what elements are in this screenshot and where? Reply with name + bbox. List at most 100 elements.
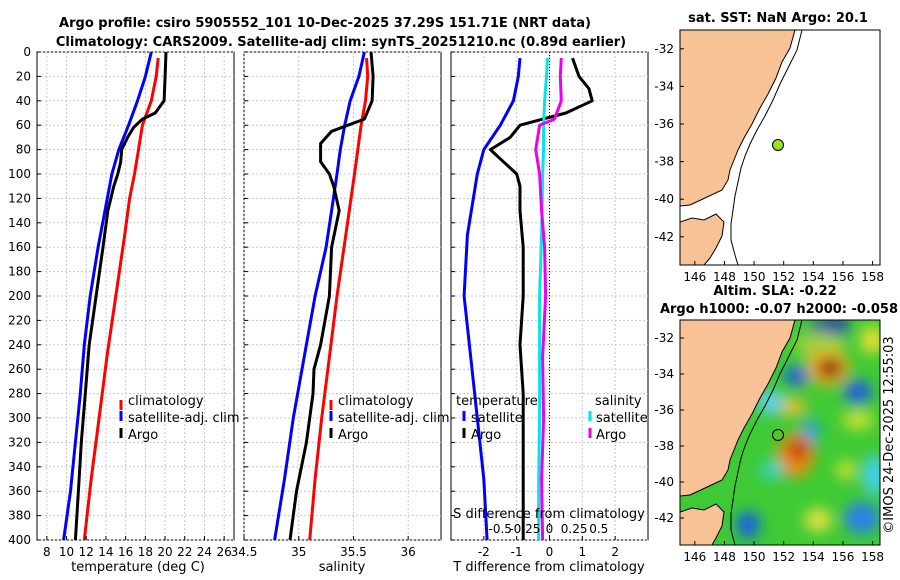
sla-field <box>736 320 880 539</box>
depth-tick-label: 360 <box>8 484 31 498</box>
x-tick-label: 34.5 <box>231 545 258 559</box>
lat-tick-label: -34 <box>654 79 674 93</box>
legend-label-t-satellite: satellite <box>471 411 523 426</box>
depth-tick-label: 80 <box>16 143 31 157</box>
lon-tick-label: 156 <box>832 550 855 564</box>
lat-tick-label: -42 <box>654 511 674 525</box>
lon-tick-label: 150 <box>743 550 766 564</box>
depth-tick-label: 20 <box>16 69 31 83</box>
depth-tick-label: 140 <box>8 216 31 230</box>
lat-tick-label: -38 <box>654 439 674 453</box>
depth-tick-label: 0 <box>23 45 31 59</box>
lon-tick-label: 146 <box>683 550 706 564</box>
lat-tick-label: -42 <box>654 230 674 244</box>
depth-tick-label: 40 <box>16 94 31 108</box>
x-tick-label: -2 <box>478 545 490 559</box>
depth-tick-label: 100 <box>8 167 31 181</box>
legend-title-salinity: salinity <box>595 394 642 409</box>
depth-tick-label: 260 <box>8 362 31 376</box>
mainland-australia <box>680 30 796 207</box>
legend-label-s-argo: Argo <box>596 428 626 443</box>
salinity-xlabel: salinity <box>319 560 366 575</box>
series-line-satellite-adj-clim <box>273 51 366 541</box>
depth-tick-label: 180 <box>8 265 31 279</box>
lat-tick-label: -36 <box>654 403 674 417</box>
t-difference-xlabel: T difference from climatology <box>452 560 645 575</box>
x-tick-label: 10 <box>59 545 74 559</box>
legend-title-temperature: temperature <box>456 394 538 409</box>
salinity-lines <box>273 51 375 541</box>
series-line-climatology <box>308 58 370 541</box>
depth-tick-label: 340 <box>8 460 31 474</box>
temperature-lines <box>62 51 168 541</box>
s-difference-xlabel: S difference from climatology <box>453 507 645 522</box>
sst-map-ticks: 146 148 150 152 154 156 158 -32 -34 -36 -38 -40 -42 <box>654 42 884 284</box>
x-tick-label: 20 <box>157 545 172 559</box>
legend-label-argo: Argo <box>128 428 158 443</box>
figure-title-line1: Argo profile: csiro 5905552_101 10-Dec-2… <box>59 16 591 31</box>
depth-tick-label: 320 <box>8 435 31 449</box>
x-tick-label: 24 <box>197 545 212 559</box>
s-diff-tick-label: -0.5 <box>489 522 512 536</box>
imos-credit: ©IMOS 24-Dec-2025 12:55:03 <box>882 336 897 533</box>
lat-tick-label: -40 <box>654 475 674 489</box>
sst-map-panel: sat. SST: NaN Argo: 20.1 146 148 150 152 154… <box>654 11 884 284</box>
lon-tick-label: 146 <box>683 270 706 284</box>
x-tick-label: 1 <box>579 545 587 559</box>
sst-map-frame <box>679 29 881 266</box>
lat-tick-label: -40 <box>654 192 674 206</box>
temperature-panel: 8 10 12 14 16 18 20 22 24 26 0 20 40 60 80 100 120 140 16… <box>8 45 240 575</box>
legend-label-satellite: satellite-adj. clim <box>338 411 450 426</box>
lat-tick-label: -32 <box>654 42 674 56</box>
depth-tick-label: 280 <box>8 387 31 401</box>
difference-lines <box>462 57 594 541</box>
x-tick-label: 0 <box>546 545 554 559</box>
x-tick-label: 22 <box>177 545 192 559</box>
x-tick-label: 35 <box>291 545 306 559</box>
lon-tick-label: 148 <box>713 270 736 284</box>
salinity-panel: 34.5 35 35.5 36 salinity climatology satell… <box>231 51 450 575</box>
x-tick-label: 36 <box>401 545 416 559</box>
depth-tick-label: 120 <box>8 191 31 205</box>
x-tick-label: 8 <box>43 545 51 559</box>
lon-tick-label: 158 <box>861 550 884 564</box>
s-diff-tick-label: 0.5 <box>589 522 608 536</box>
mainland-australia <box>680 320 796 497</box>
tasmania <box>680 503 725 545</box>
s-diff-tick-label: 0 <box>546 522 554 536</box>
x-tick-label: -1 <box>511 545 523 559</box>
s-diff-tick-label: 0.25 <box>561 522 588 536</box>
legend-label-climatology: climatology <box>338 394 414 409</box>
depth-ticks: 0 20 40 60 80 100 120 140 160 180 200 220 240 260 280 3… <box>8 45 31 547</box>
sla-map-panel: Altim. SLA: -0.22 Argo h1000: -0.07 h200… <box>654 284 898 564</box>
tasmania <box>680 213 725 265</box>
lon-tick-label: 154 <box>802 550 825 564</box>
x-tick-label: 18 <box>138 545 153 559</box>
depth-tick-label: 240 <box>8 338 31 352</box>
depth-tick-label: 60 <box>16 118 31 132</box>
series-line-climatology <box>82 57 160 541</box>
x-tick-label: 16 <box>118 545 133 559</box>
depth-tick-label: 400 <box>8 533 31 547</box>
temperature-legend: climatology satellite-adj. clim Argo <box>119 394 240 443</box>
sst-map-title: sat. SST: NaN Argo: 20.1 <box>688 11 868 26</box>
series-line-argo <box>288 51 375 541</box>
s-diff-tick-label: -0.25 <box>509 522 540 536</box>
sla-map-frame <box>679 319 881 546</box>
temperature-xticks: 8 10 12 14 16 18 20 22 24 26 <box>43 536 232 559</box>
lat-tick-label: -34 <box>654 367 674 381</box>
sst-map-content <box>680 30 880 265</box>
s-difference-xticks: -0.5-0.25 0 0.25 0.5 <box>489 522 609 536</box>
sla-map-content <box>680 320 880 545</box>
temperature-xlabel: temperature (deg C) <box>71 560 205 575</box>
depth-tick-label: 200 <box>8 289 31 303</box>
depth-tick-label: 380 <box>8 509 31 523</box>
sla-map-title-1: Altim. SLA: -0.22 <box>713 284 836 299</box>
lon-tick-label: 148 <box>713 550 736 564</box>
x-tick-label: 2 <box>611 545 619 559</box>
lon-tick-label: 154 <box>802 270 825 284</box>
series-line-t-argo <box>488 57 594 540</box>
depth-tick-label: 160 <box>8 240 31 254</box>
series-line-t-satellite <box>462 57 522 541</box>
